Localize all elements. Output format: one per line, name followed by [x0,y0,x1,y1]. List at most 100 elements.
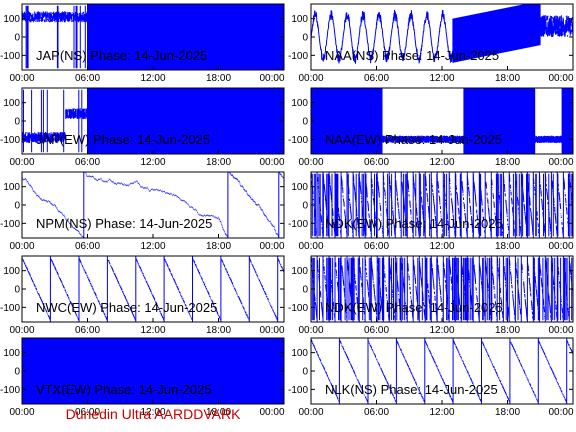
x-tick-label: 18:00 [495,157,520,168]
phase-trace [22,4,284,70]
y-tick-label: -100 [288,303,308,314]
y-tick-label: 100 [3,266,20,277]
y-tick-label: 0 [14,285,20,296]
x-tick-label: 00:00 [548,73,573,84]
x-tick-label: 12:00 [429,73,454,84]
panel-title: JAP(EW) Phase: 14-Jun-2025 [36,132,210,147]
trace-group [22,4,284,70]
y-tick-label: 0 [14,117,20,128]
x-tick-label: 06:00 [75,73,100,84]
x-tick-label: 06:00 [364,73,389,84]
panel-title: NDK(EW) Phase: 14-Jun-2025 [325,300,503,315]
y-tick-label: 100 [291,266,308,277]
x-tick-label: 00:00 [259,73,284,84]
y-tick-label: -100 [288,51,308,62]
x-tick-label: 18:00 [495,407,520,418]
panel-title: NPM(NS) Phase: 14-Jun-2025 [36,216,212,231]
y-tick-label: 0 [302,33,308,44]
x-tick-label: 12:00 [140,157,165,168]
y-tick-label: 0 [14,33,20,44]
x-tick-label: 00:00 [298,157,323,168]
y-tick-label: -100 [0,385,20,396]
y-tick-label: -100 [0,303,20,314]
panel-title: VTX(EW) Phase: 14-Jun-2025 [36,382,212,397]
x-tick-label: 06:00 [75,325,100,336]
y-tick-label: 100 [3,182,20,193]
y-tick-label: 100 [291,98,308,109]
x-tick-label: 12:00 [140,241,165,252]
x-tick-label: 12:00 [429,157,454,168]
x-tick-label: 18:00 [495,241,520,252]
x-tick-label: 06:00 [364,241,389,252]
y-tick-label: 100 [291,348,308,359]
y-tick-label: -100 [288,385,308,396]
y-tick-label: 100 [291,182,308,193]
x-tick-label: 12:00 [140,73,165,84]
x-tick-label: 18:00 [206,241,231,252]
x-tick-label: 00:00 [9,157,34,168]
y-tick-label: 0 [302,117,308,128]
phase-trace [311,88,573,154]
x-tick-label: 00:00 [9,73,34,84]
trace-group [311,88,573,154]
x-tick-label: 12:00 [140,407,165,418]
panel-title: JAP(NS) Phase: 14-Jun-2025 [36,48,207,63]
phase-trace [22,88,284,154]
y-tick-label: -100 [0,135,20,146]
x-tick-label: 18:00 [495,325,520,336]
y-tick-label: 0 [302,367,308,378]
x-tick-label: 00:00 [259,157,284,168]
y-tick-label: 100 [3,14,20,25]
x-tick-label: 18:00 [206,407,231,418]
y-tick-label: 0 [302,201,308,212]
x-tick-label: 00:00 [298,407,323,418]
x-tick-label: 18:00 [206,157,231,168]
x-tick-label: 00:00 [548,407,573,418]
x-tick-label: 00:00 [298,325,323,336]
x-tick-label: 00:00 [298,73,323,84]
x-tick-label: 00:00 [9,241,34,252]
phase-trace [22,338,284,404]
trace-group [22,88,284,154]
panel-title: NWC(EW) Phase: 14-Jun-2025 [36,300,217,315]
x-tick-label: 00:00 [548,325,573,336]
x-tick-label: 18:00 [206,73,231,84]
x-tick-label: 12:00 [429,407,454,418]
y-tick-label: -100 [0,51,20,62]
x-tick-label: 06:00 [364,325,389,336]
trace-group [22,338,284,404]
x-tick-label: 00:00 [548,241,573,252]
x-tick-label: 06:00 [75,241,100,252]
x-tick-label: 06:00 [364,157,389,168]
y-tick-label: 0 [14,367,20,378]
y-tick-label: -100 [0,219,20,230]
panel-title: NDK(EW) Phase: 14-Jun-2025 [325,216,503,231]
y-tick-label: 100 [291,14,308,25]
panel-title: NLK(NS) Phase: 14-Jun-2025 [325,382,498,397]
x-tick-label: 06:00 [75,407,100,418]
x-tick-label: 00:00 [259,407,284,418]
x-tick-label: 06:00 [364,407,389,418]
y-tick-label: 0 [14,201,20,212]
panel-title: NAA(EW) Phase: 14-Jun-2025 [325,132,502,147]
x-tick-label: 00:00 [548,157,573,168]
footer-label: Dunedin Ultra AARDDVARK [66,406,241,422]
panel-title: NAA(NS) Phase: 14-Jun-2025 [325,48,499,63]
y-tick-label: 100 [3,348,20,359]
x-tick-label: 00:00 [298,241,323,252]
x-tick-label: 12:00 [429,241,454,252]
x-tick-label: 00:00 [259,325,284,336]
x-tick-label: 00:00 [9,325,34,336]
x-tick-label: 18:00 [206,325,231,336]
x-tick-label: 18:00 [495,73,520,84]
x-tick-label: 12:00 [429,325,454,336]
x-tick-label: 06:00 [75,157,100,168]
